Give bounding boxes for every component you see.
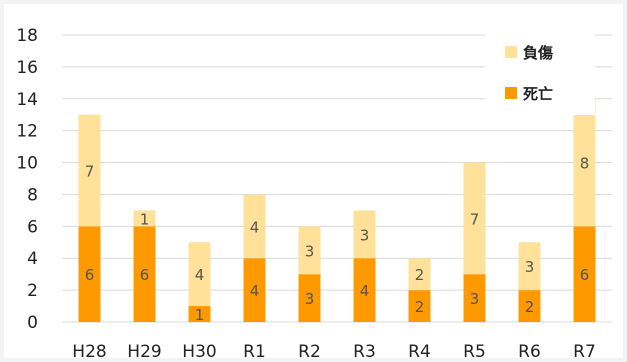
bar-segment <box>78 114 101 227</box>
data-label: 2 <box>415 298 425 316</box>
data-label: 3 <box>525 258 535 276</box>
legend-swatch <box>505 46 517 58</box>
y-tick-label: 0 <box>27 313 38 333</box>
x-tick-label: H29 <box>127 342 161 362</box>
bar-segment <box>188 306 211 322</box>
y-tick-label: 18 <box>16 26 38 46</box>
x-tick-label: R1 <box>243 342 266 362</box>
x-tick-label: R3 <box>353 342 376 362</box>
bar-segment <box>573 98 596 227</box>
data-label: 4 <box>360 282 370 300</box>
bar-segment <box>243 258 266 322</box>
y-tick-label: 4 <box>27 249 38 269</box>
data-label: 6 <box>85 266 95 284</box>
data-label: 7 <box>470 210 480 228</box>
x-tick-label: R2 <box>298 342 321 362</box>
data-label: 4 <box>250 218 260 236</box>
bar-segment <box>518 290 541 322</box>
bar-segment <box>573 226 596 322</box>
y-axis-ticks: 0 2 4 6 8 10 12 14 16 18 <box>16 26 38 333</box>
data-label: 3 <box>360 226 370 244</box>
x-tick-label: R6 <box>518 342 541 362</box>
y-tick-label: 14 <box>16 90 38 110</box>
data-label: 2 <box>415 266 425 284</box>
y-tick-label: 12 <box>16 122 38 142</box>
legend-box <box>485 33 595 115</box>
data-label: 3 <box>305 290 315 308</box>
data-label: 3 <box>305 242 315 260</box>
data-label: 7 <box>85 163 95 181</box>
data-label: 6 <box>140 266 150 284</box>
x-tick-label: R4 <box>408 342 431 362</box>
x-tick-label: R7 <box>573 342 596 362</box>
bar-segment <box>408 290 431 322</box>
bar-segment <box>298 274 321 322</box>
data-label: 1 <box>195 306 205 324</box>
bar-segment <box>133 226 156 322</box>
data-label: 6 <box>580 266 590 284</box>
data-label: 2 <box>525 298 535 316</box>
data-label: 3 <box>470 290 480 308</box>
y-tick-label: 10 <box>16 154 38 174</box>
data-label: 4 <box>250 282 260 300</box>
x-axis-ticks: H28 H29 H30 R1 R2 R3 R4 R5 R6 R7 <box>72 342 596 362</box>
data-label: 8 <box>580 155 590 173</box>
bar-segment <box>353 258 376 322</box>
y-tick-label: 16 <box>16 58 38 78</box>
bar-segment <box>353 210 376 259</box>
y-tick-label: 6 <box>27 217 38 237</box>
bar-segment <box>188 242 211 307</box>
legend-swatch <box>505 87 517 99</box>
legend-label: 負傷 <box>523 44 553 62</box>
y-tick-label: 8 <box>27 185 38 205</box>
bars: 6 7 6 1 1 4 4 4 3 3 4 3 2 2 3 7 2 3 6 8 <box>78 98 596 324</box>
data-label: 1 <box>140 210 150 228</box>
bar-segment <box>243 194 266 259</box>
bar-segment <box>463 162 486 275</box>
bar-segment <box>518 242 541 291</box>
y-tick-label: 2 <box>27 281 38 301</box>
legend-label: 死亡 <box>523 85 553 103</box>
bar-segment <box>298 226 321 275</box>
x-tick-label: R5 <box>463 342 486 362</box>
data-label: 4 <box>195 266 205 284</box>
x-tick-label: H30 <box>182 342 216 362</box>
bar-segment <box>78 226 101 322</box>
bar-segment <box>133 210 156 227</box>
x-tick-label: H28 <box>72 342 106 362</box>
bar-segment <box>463 274 486 322</box>
bar-segment <box>408 258 431 291</box>
